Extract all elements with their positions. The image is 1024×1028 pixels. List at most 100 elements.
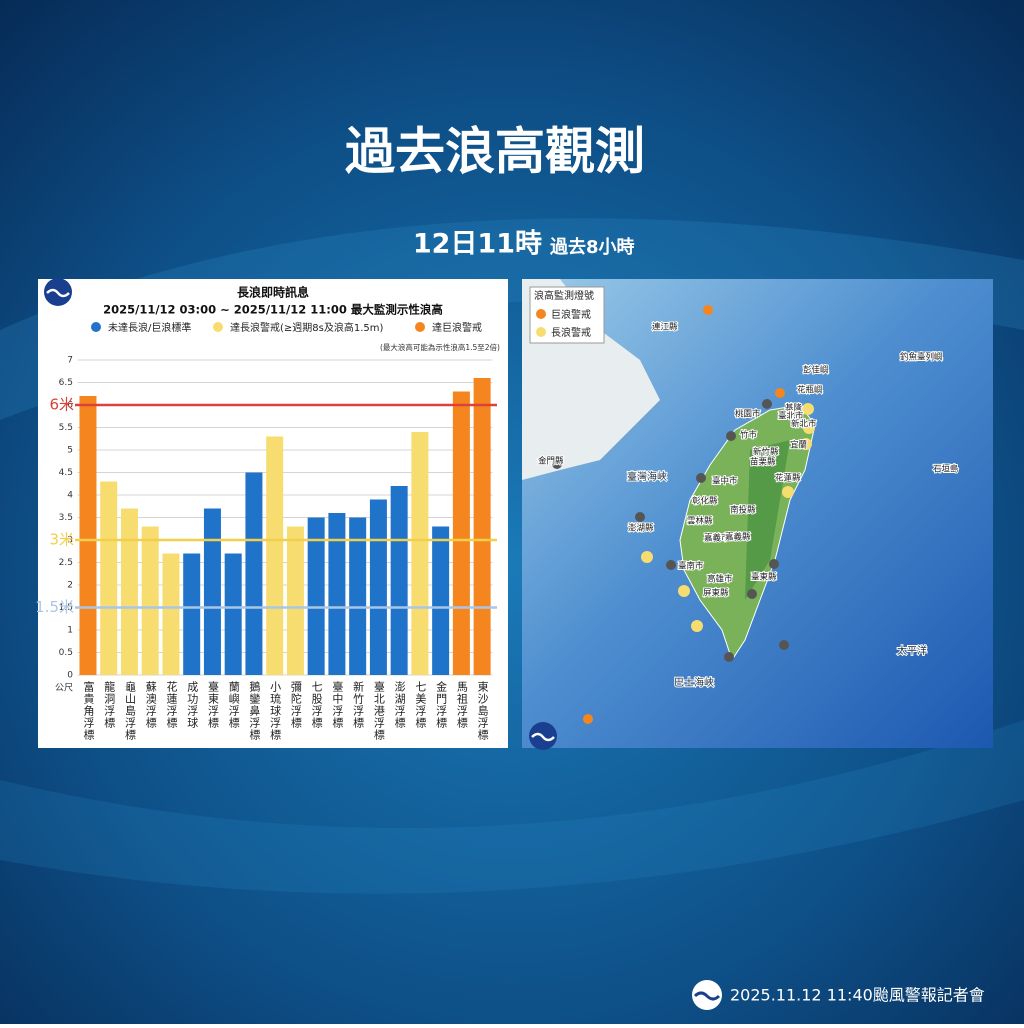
bar	[307, 517, 325, 675]
map-label: 彭佳嶼	[803, 365, 829, 376]
x-tick-label: 蘇澳浮標	[144, 681, 157, 729]
map-label: 彰化縣	[692, 496, 718, 507]
bar	[203, 508, 221, 675]
x-tick-label: 臺北港浮標	[372, 680, 385, 741]
y-tick-label: 4.5	[59, 468, 73, 478]
y-tick-label: 6.5	[59, 378, 73, 388]
chart-subtitle: 2025/11/12 03:00 ~ 2025/11/12 11:00 最大監測…	[103, 303, 443, 317]
map-legend-marker	[536, 327, 546, 337]
x-tick-label: 鵝鑾鼻浮標	[248, 680, 261, 741]
y-tick-label: 5	[67, 446, 73, 456]
map-label: 嘉義縣	[725, 532, 751, 543]
y-tick-label: 4	[67, 491, 73, 501]
x-tick-label: 七美浮標	[414, 681, 427, 729]
y-tick-label: 6	[67, 401, 73, 411]
bar	[328, 513, 346, 675]
x-tick-label: 新竹浮標	[352, 680, 365, 729]
y-tick-label: 1	[67, 626, 73, 636]
time: 12日11時	[413, 229, 542, 260]
x-tick-label: 七股浮標	[310, 681, 323, 729]
reference-label: 3米	[49, 531, 74, 549]
x-tick-label: 馬祖浮標	[455, 681, 468, 729]
mountain	[745, 440, 790, 600]
y-tick-label: 3.5	[59, 513, 73, 523]
map-label: 臺南市	[678, 561, 704, 572]
map-label: 臺灣海峽	[627, 470, 667, 483]
bar	[79, 396, 97, 675]
map-label: 桃園市	[735, 409, 761, 420]
map-label: 臺東縣	[751, 572, 777, 583]
map-label: 雲林縣	[687, 516, 713, 527]
map-label: 巴士海峽	[674, 676, 714, 689]
x-tick-label: 龍洞浮標	[103, 680, 116, 729]
map-label: 竹市	[740, 430, 758, 441]
map-legend-marker	[536, 309, 546, 319]
map-label: 臺北市	[778, 411, 804, 422]
legend-marker	[91, 322, 101, 332]
y-tick-label: 0.5	[59, 648, 73, 658]
bar	[162, 553, 180, 675]
map-stations	[552, 305, 815, 724]
map-label: 新北市	[791, 419, 817, 430]
legend-label: 未達長浪/巨浪標準	[108, 321, 191, 334]
reference-label: 6米	[49, 396, 74, 414]
map-label: 苗栗縣	[750, 457, 776, 468]
bar	[224, 553, 242, 675]
x-tick-label: 花蓮浮標	[165, 681, 178, 729]
x-tick-label: 金門浮標	[435, 680, 448, 729]
map-label: 金門縣	[538, 456, 564, 467]
x-tick-label: 小琉球浮標	[269, 681, 282, 741]
logo	[529, 722, 557, 750]
logo	[692, 980, 722, 1010]
wave-decor	[0, 218, 1024, 420]
page-title: 過去浪高觀測	[345, 123, 645, 181]
y-tick-label: 2.5	[59, 558, 73, 568]
map-label: 連江縣	[652, 322, 678, 333]
x-tick-label: 彌陀浮標	[289, 681, 302, 729]
map-label: 花瓶嶼	[797, 385, 823, 396]
y-tick-label: 3	[67, 536, 73, 546]
legend-label: 達長浪警戒(≥週期8s及浪高1.5m)	[230, 321, 383, 334]
x-tick-label: 富貴角浮標	[82, 680, 95, 741]
map-label: 臺中市	[712, 476, 738, 487]
wave-decor	[0, 720, 1024, 894]
y-tick-label: 7	[67, 356, 73, 366]
y-tick-label: 1.5	[59, 603, 73, 613]
bar	[286, 526, 304, 675]
reference-label: 1.5米	[35, 598, 74, 616]
x-tick-label: 臺東浮標	[206, 680, 219, 729]
y-tick-label: 2	[67, 581, 73, 591]
bar	[141, 526, 159, 675]
x-tick-label: 澎湖浮標	[393, 681, 406, 729]
map-label: 新竹縣	[753, 447, 779, 458]
bar	[183, 553, 201, 675]
map-label: 太平洋	[897, 644, 927, 657]
period: 過去8小時	[550, 236, 635, 258]
map-label: 釣魚臺列嶼	[900, 352, 943, 363]
legend-label: 達巨浪警戒	[432, 321, 482, 334]
y-unit: 公尺	[55, 683, 73, 694]
chart-title: 長浪即時訊息	[237, 285, 309, 300]
bar	[411, 432, 429, 675]
y-tick-label: 0	[67, 671, 73, 681]
map-label: 屏東縣	[703, 588, 729, 599]
map-legend-label: 長浪警戒	[551, 326, 591, 339]
bar	[245, 472, 263, 675]
y-tick-label: 5.5	[59, 423, 73, 433]
map-label: 宜蘭	[790, 440, 807, 451]
bar	[452, 391, 470, 675]
bar	[369, 499, 387, 675]
map-label: 石垣島	[933, 464, 959, 475]
x-tick-label: 蘭嶼浮標	[227, 681, 240, 729]
map-legend-title: 浪高監測燈號	[534, 289, 594, 302]
map-label: 基隆	[785, 403, 803, 414]
note: (最大浪高可能為示性浪高1.5至2倍)	[380, 342, 500, 352]
x-tick-label: 龜山島浮標	[123, 681, 136, 741]
x-tick-label: 成功浮球	[186, 681, 199, 729]
x-tick-label: 臺中浮標	[331, 680, 344, 729]
footer: 2025.11.12 11:40颱風警報記者會	[730, 986, 985, 1005]
map-label: 高雄市	[707, 574, 733, 585]
x-tick-label: 東沙島浮標	[476, 681, 489, 741]
